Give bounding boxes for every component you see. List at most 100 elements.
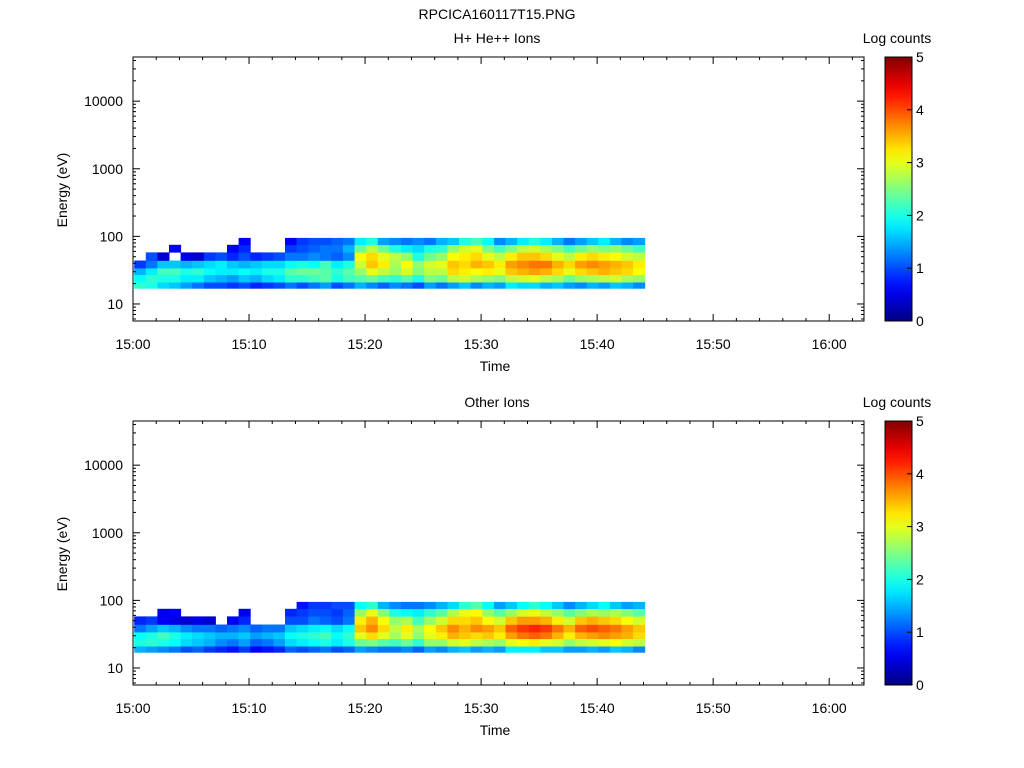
heatmap-cell: [192, 646, 205, 653]
heatmap-cell: [366, 616, 379, 625]
x-tick-label: 15:10: [232, 700, 267, 716]
heatmap-cell: [598, 237, 611, 246]
heatmap-cell: [366, 624, 379, 633]
heatmap-cell: [528, 632, 541, 640]
heatmap-cell: [470, 608, 483, 617]
heatmap-cell: [435, 608, 448, 617]
heatmap-cell: [540, 616, 553, 625]
heatmap-cell: [575, 638, 588, 647]
heatmap-cell: [377, 601, 390, 610]
heatmap-cell: [401, 268, 414, 276]
heatmap-cell: [366, 632, 379, 640]
heatmap-cell: [238, 616, 251, 625]
heatmap-cell: [377, 646, 390, 653]
heatmap-cell: [308, 616, 321, 625]
heatmap-cell: [609, 632, 622, 640]
heatmap-cell: [366, 638, 379, 647]
heatmap-cell: [586, 601, 599, 610]
heatmap-cell: [598, 282, 611, 289]
heatmap-cell: [157, 646, 170, 653]
heatmap-cell: [354, 632, 367, 640]
heatmap-cell: [250, 260, 263, 269]
heatmap-cell: [134, 616, 147, 625]
heatmap-cell: [261, 260, 274, 269]
heatmap-cell: [609, 237, 622, 246]
y-tick-label: 1000: [92, 161, 123, 177]
y-tick-label: 10: [107, 296, 123, 312]
heatmap-cell: [401, 638, 414, 647]
heatmap-cell: [377, 608, 390, 617]
heatmap-cell: [459, 282, 472, 289]
heatmap-cells: [134, 237, 646, 289]
heatmap-cell: [145, 638, 158, 647]
heatmap-cell: [621, 268, 634, 276]
heatmap-cell: [296, 260, 309, 269]
heatmap-cell: [575, 252, 588, 261]
heatmap-cell: [285, 608, 298, 617]
heatmap-cell: [180, 616, 193, 625]
axes: 15:00 15:10 15:20 15:30 15:40 15:50 16:00 10 100…: [84, 56, 865, 352]
heatmap-cell: [575, 632, 588, 640]
heatmap-cell: [238, 237, 251, 246]
x-tick-label: 15:40: [580, 700, 615, 716]
colorbar-tick-label: 5: [916, 49, 924, 65]
heatmap-cell: [203, 252, 216, 261]
heatmap-cell: [482, 268, 495, 276]
heatmap-cell: [296, 268, 309, 276]
heatmap-cell: [285, 646, 298, 653]
heatmap-cell: [261, 624, 274, 633]
heatmap-cell: [575, 260, 588, 269]
heatmap-cell: [296, 632, 309, 640]
panel-other-ions: Other Ions Log counts Energy (eV) Time 1…: [54, 394, 931, 738]
y-tick-label: 1000: [92, 525, 123, 541]
heatmap-cell: [412, 237, 425, 246]
heatmap-cell: [435, 616, 448, 625]
heatmap-cell: [319, 601, 332, 610]
heatmap-cell: [203, 274, 216, 283]
heatmap-cell: [633, 268, 646, 276]
heatmap-cell: [134, 260, 147, 269]
heatmap-cell: [493, 608, 506, 617]
heatmap-cell: [215, 632, 228, 640]
heatmap-cell: [401, 616, 414, 625]
heatmap-cell: [169, 646, 182, 653]
heatmap-cell: [319, 252, 332, 261]
heatmap-cell: [227, 252, 240, 261]
colorbar-tick-label: 1: [916, 624, 924, 640]
heatmap-cell: [215, 646, 228, 653]
heatmap-cell: [296, 244, 309, 253]
panel-title: H+ He++ Ions: [454, 30, 541, 46]
heatmap-cell: [598, 608, 611, 617]
heatmap-cell: [227, 260, 240, 269]
heatmap-cell: [412, 260, 425, 269]
heatmap-cell: [285, 244, 298, 253]
heatmap-cell: [285, 237, 298, 246]
heatmap-cell: [366, 608, 379, 617]
heatmap-cell: [551, 252, 564, 261]
heatmap-cell: [215, 268, 228, 276]
heatmap-cell: [447, 646, 460, 653]
heatmap-cell: [540, 638, 553, 647]
heatmap-cell: [412, 252, 425, 261]
heatmap-cell: [273, 632, 286, 640]
heatmap-cell: [540, 252, 553, 261]
heatmap-cell: [551, 268, 564, 276]
heatmap-cell: [447, 638, 460, 647]
heatmap-cell: [238, 274, 251, 283]
heatmap-cell: [447, 260, 460, 269]
heatmap-cell: [575, 237, 588, 246]
heatmap-cell: [227, 638, 240, 647]
heatmap-cell: [180, 638, 193, 647]
heatmap-cell: [331, 624, 344, 633]
heatmap-cell: [145, 274, 158, 283]
heatmap-cell: [435, 244, 448, 253]
heatmap-cell: [366, 252, 379, 261]
heatmap-cell: [517, 268, 530, 276]
heatmap-cell: [459, 260, 472, 269]
heatmap-cell: [551, 638, 564, 647]
heatmap-cell: [377, 260, 390, 269]
heatmap-cell: [261, 646, 274, 653]
heatmap-cell: [563, 282, 576, 289]
heatmap-cell: [528, 646, 541, 653]
heatmap-cell: [296, 608, 309, 617]
